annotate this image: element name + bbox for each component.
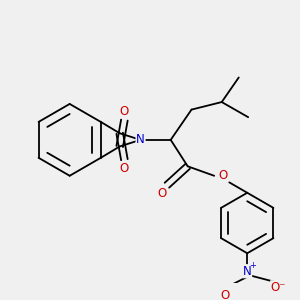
- Text: O: O: [158, 187, 167, 200]
- Text: N: N: [136, 134, 145, 146]
- Text: O: O: [218, 169, 227, 182]
- Text: O⁻: O⁻: [271, 281, 286, 294]
- Text: N: N: [243, 265, 252, 278]
- Text: O: O: [220, 289, 229, 300]
- Text: O: O: [120, 105, 129, 118]
- Text: +: +: [250, 261, 256, 270]
- Text: O: O: [120, 162, 129, 175]
